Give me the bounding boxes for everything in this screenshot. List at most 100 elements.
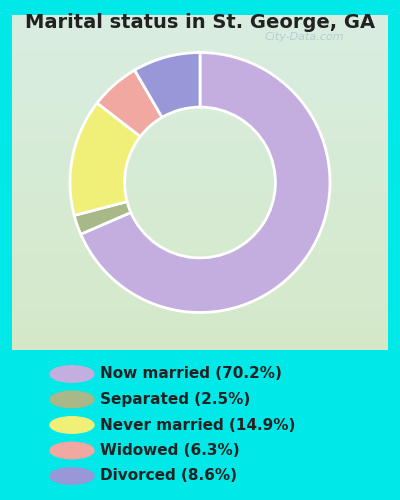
Bar [12, 260, 388, 263]
Bar [12, 45, 388, 48]
Bar [12, 303, 388, 306]
Bar [12, 216, 388, 220]
Bar [12, 286, 388, 290]
Bar [12, 132, 388, 136]
Bar [12, 156, 388, 159]
Bar [12, 78, 388, 82]
Bar [12, 119, 388, 122]
Bar [12, 233, 388, 236]
Bar [12, 346, 388, 350]
Bar [12, 102, 388, 106]
Text: City-Data.com: City-Data.com [264, 32, 344, 42]
Bar [12, 263, 388, 266]
Bar [12, 280, 388, 283]
Bar [12, 243, 388, 246]
Bar [12, 55, 388, 58]
Bar [12, 323, 388, 326]
Bar [12, 182, 388, 186]
Wedge shape [134, 52, 200, 118]
Bar [12, 139, 388, 142]
Text: Divorced (8.6%): Divorced (8.6%) [100, 468, 237, 483]
Bar [12, 273, 388, 276]
Bar [12, 192, 388, 196]
Bar [12, 25, 388, 28]
Bar [12, 116, 388, 119]
Bar [12, 179, 388, 182]
Wedge shape [70, 103, 140, 216]
Bar [12, 62, 388, 65]
Circle shape [50, 391, 94, 408]
Bar [12, 316, 388, 320]
Bar [12, 169, 388, 172]
Bar [12, 306, 388, 310]
Bar [12, 236, 388, 240]
Text: Widowed (6.3%): Widowed (6.3%) [100, 443, 240, 458]
Bar [12, 283, 388, 286]
Bar [12, 226, 388, 230]
Circle shape [50, 468, 94, 484]
Text: Never married (14.9%): Never married (14.9%) [100, 418, 295, 432]
Bar [12, 290, 388, 293]
Bar [12, 220, 388, 222]
Bar [12, 300, 388, 303]
Bar [12, 202, 388, 206]
Bar [12, 18, 388, 22]
Bar [12, 32, 388, 35]
Bar [12, 222, 388, 226]
Bar [12, 35, 388, 38]
Bar [12, 88, 388, 92]
Bar [12, 176, 388, 179]
Wedge shape [97, 70, 162, 136]
Bar [12, 189, 388, 192]
Circle shape [50, 417, 94, 433]
Bar [12, 230, 388, 233]
Bar [12, 48, 388, 52]
Bar [12, 246, 388, 250]
Bar [12, 149, 388, 152]
Bar [12, 196, 388, 199]
Bar [12, 333, 388, 336]
Bar [12, 293, 388, 296]
Bar [12, 313, 388, 316]
Bar [12, 86, 388, 88]
Bar [12, 276, 388, 280]
Bar [12, 15, 388, 18]
Wedge shape [81, 52, 330, 312]
Text: Marital status in St. George, GA: Marital status in St. George, GA [25, 12, 375, 32]
Bar [12, 162, 388, 166]
Bar [12, 256, 388, 260]
Bar [12, 166, 388, 169]
Bar [12, 82, 388, 86]
Bar [12, 270, 388, 273]
Bar [12, 68, 388, 72]
Bar [12, 320, 388, 323]
Bar [12, 109, 388, 112]
Bar [12, 42, 388, 45]
Text: Now married (70.2%): Now married (70.2%) [100, 366, 282, 382]
Bar [12, 344, 388, 346]
Bar [12, 186, 388, 189]
Bar [12, 310, 388, 313]
Bar [12, 330, 388, 333]
Bar [12, 146, 388, 149]
Bar [12, 206, 388, 210]
Bar [12, 326, 388, 330]
Bar [12, 159, 388, 162]
Bar [12, 112, 388, 116]
Bar [12, 129, 388, 132]
Bar [12, 336, 388, 340]
Bar [12, 106, 388, 109]
Bar [12, 92, 388, 96]
Circle shape [50, 366, 94, 382]
Text: Separated (2.5%): Separated (2.5%) [100, 392, 250, 407]
Bar [12, 152, 388, 156]
Circle shape [50, 442, 94, 459]
Bar [12, 76, 388, 78]
Bar [12, 96, 388, 99]
Bar [12, 210, 388, 212]
Bar [12, 126, 388, 129]
Bar [12, 122, 388, 126]
Wedge shape [74, 202, 131, 234]
Bar [12, 136, 388, 139]
Bar [12, 266, 388, 270]
